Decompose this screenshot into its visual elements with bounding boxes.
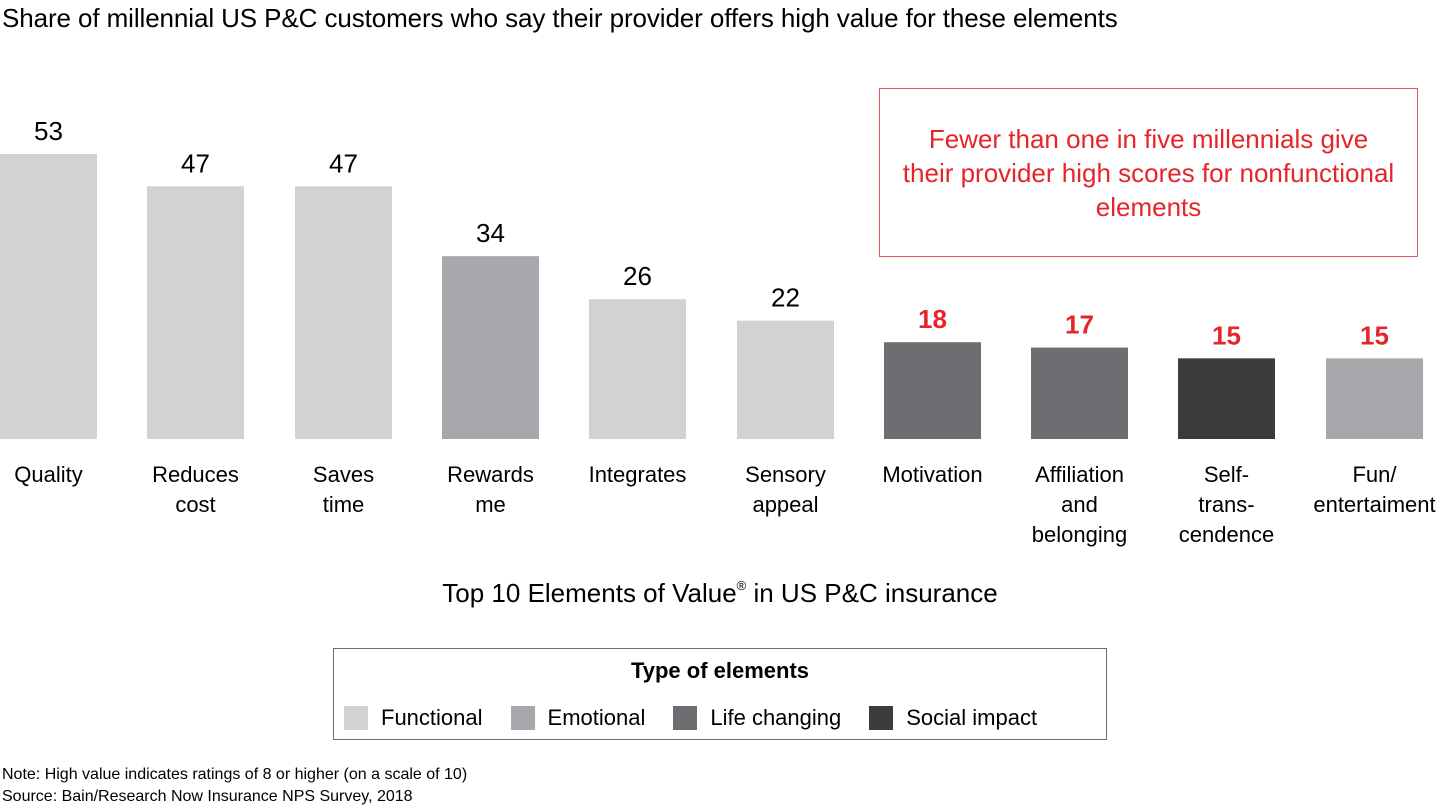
legend-title: Type of elements xyxy=(630,658,810,683)
x-tick-label-7: Motivation xyxy=(882,462,983,487)
value-label-4: 34 xyxy=(476,218,505,248)
bar-5 xyxy=(589,299,686,439)
legend: Type of elements Functional Emotional Li… xyxy=(333,648,1107,740)
x-tick-label-8: Affiliation and belonging xyxy=(1031,462,1128,547)
note-text: Note: High value indicates ratings of 8 … xyxy=(2,766,468,783)
x-tick-label-2: Reduces cost xyxy=(152,462,239,517)
source-text: Source: Bain/Research Now Insurance NPS … xyxy=(2,788,413,805)
legend-swatch-life-changing xyxy=(673,706,698,730)
callout-text: Fewer than one in five millennials give … xyxy=(902,123,1395,222)
legend-swatch-functional xyxy=(344,706,368,730)
value-label-2: 47 xyxy=(181,148,210,178)
value-label-10: 15 xyxy=(1360,320,1389,350)
x-axis-title-suffix: in US P&C insurance xyxy=(746,578,998,608)
value-label-1: 53 xyxy=(34,116,63,146)
bar-10 xyxy=(1326,358,1423,439)
legend-items: Functional Emotional Life changing Socia… xyxy=(344,705,1037,731)
legend-label: Life changing xyxy=(710,705,842,730)
legend-swatch-emotional xyxy=(510,706,535,730)
x-tick-label-10: Fun/ entertaiment xyxy=(1313,462,1436,517)
bar-chart: 53 47 47 34 26 22 18 17 15 15 xyxy=(0,116,1423,439)
x-axis-title-text: Top 10 Elements of Value xyxy=(442,578,737,608)
chart-title: Share of millennial US P&C customers who… xyxy=(2,3,1118,33)
value-label-5: 26 xyxy=(623,261,652,291)
value-label-8: 17 xyxy=(1065,310,1094,340)
x-tick-label-5: Integrates xyxy=(588,462,687,487)
x-tick-label-4: Rewards me xyxy=(447,462,534,517)
legend-item-functional: Functional xyxy=(344,705,483,731)
callout-box: Fewer than one in five millennials give … xyxy=(879,88,1418,257)
x-tick-label-3: Saves time xyxy=(312,462,375,517)
footnotes: Note: High value indicates ratings of 8 … xyxy=(2,764,467,808)
x-axis-title: Top 10 Elements of Value® in US P&C insu… xyxy=(0,578,1440,609)
registered-mark: ® xyxy=(736,578,747,593)
legend-item-emotional: Emotional xyxy=(510,705,646,731)
bar-9 xyxy=(1178,358,1275,439)
value-labels-group: 53 47 47 34 26 22 18 17 15 15 xyxy=(34,116,1389,350)
bar-7 xyxy=(884,342,981,439)
value-label-9: 15 xyxy=(1212,320,1241,350)
bar-6 xyxy=(737,320,834,439)
bars-group xyxy=(0,154,1423,439)
legend-label: Social impact xyxy=(906,705,1038,730)
x-tick-label-9: Self- trans- cendence xyxy=(1178,462,1275,547)
bar-1 xyxy=(0,154,97,439)
bar-2 xyxy=(147,186,244,439)
legend-label: Emotional xyxy=(547,705,646,730)
x-tick-label-1: Quality xyxy=(14,462,83,487)
legend-item-social-impact: Social impact xyxy=(869,705,1037,731)
value-label-6: 22 xyxy=(771,283,800,313)
legend-item-life-changing: Life changing xyxy=(673,705,841,731)
bar-8 xyxy=(1031,347,1128,439)
x-tick-label-6: Sensory appeal xyxy=(745,462,826,517)
value-label-7: 18 xyxy=(918,304,947,334)
bar-4 xyxy=(442,256,539,439)
legend-label: Functional xyxy=(381,705,483,730)
bar-3 xyxy=(295,186,392,439)
legend-swatch-social-impact xyxy=(869,706,894,730)
value-label-3: 47 xyxy=(329,148,358,178)
